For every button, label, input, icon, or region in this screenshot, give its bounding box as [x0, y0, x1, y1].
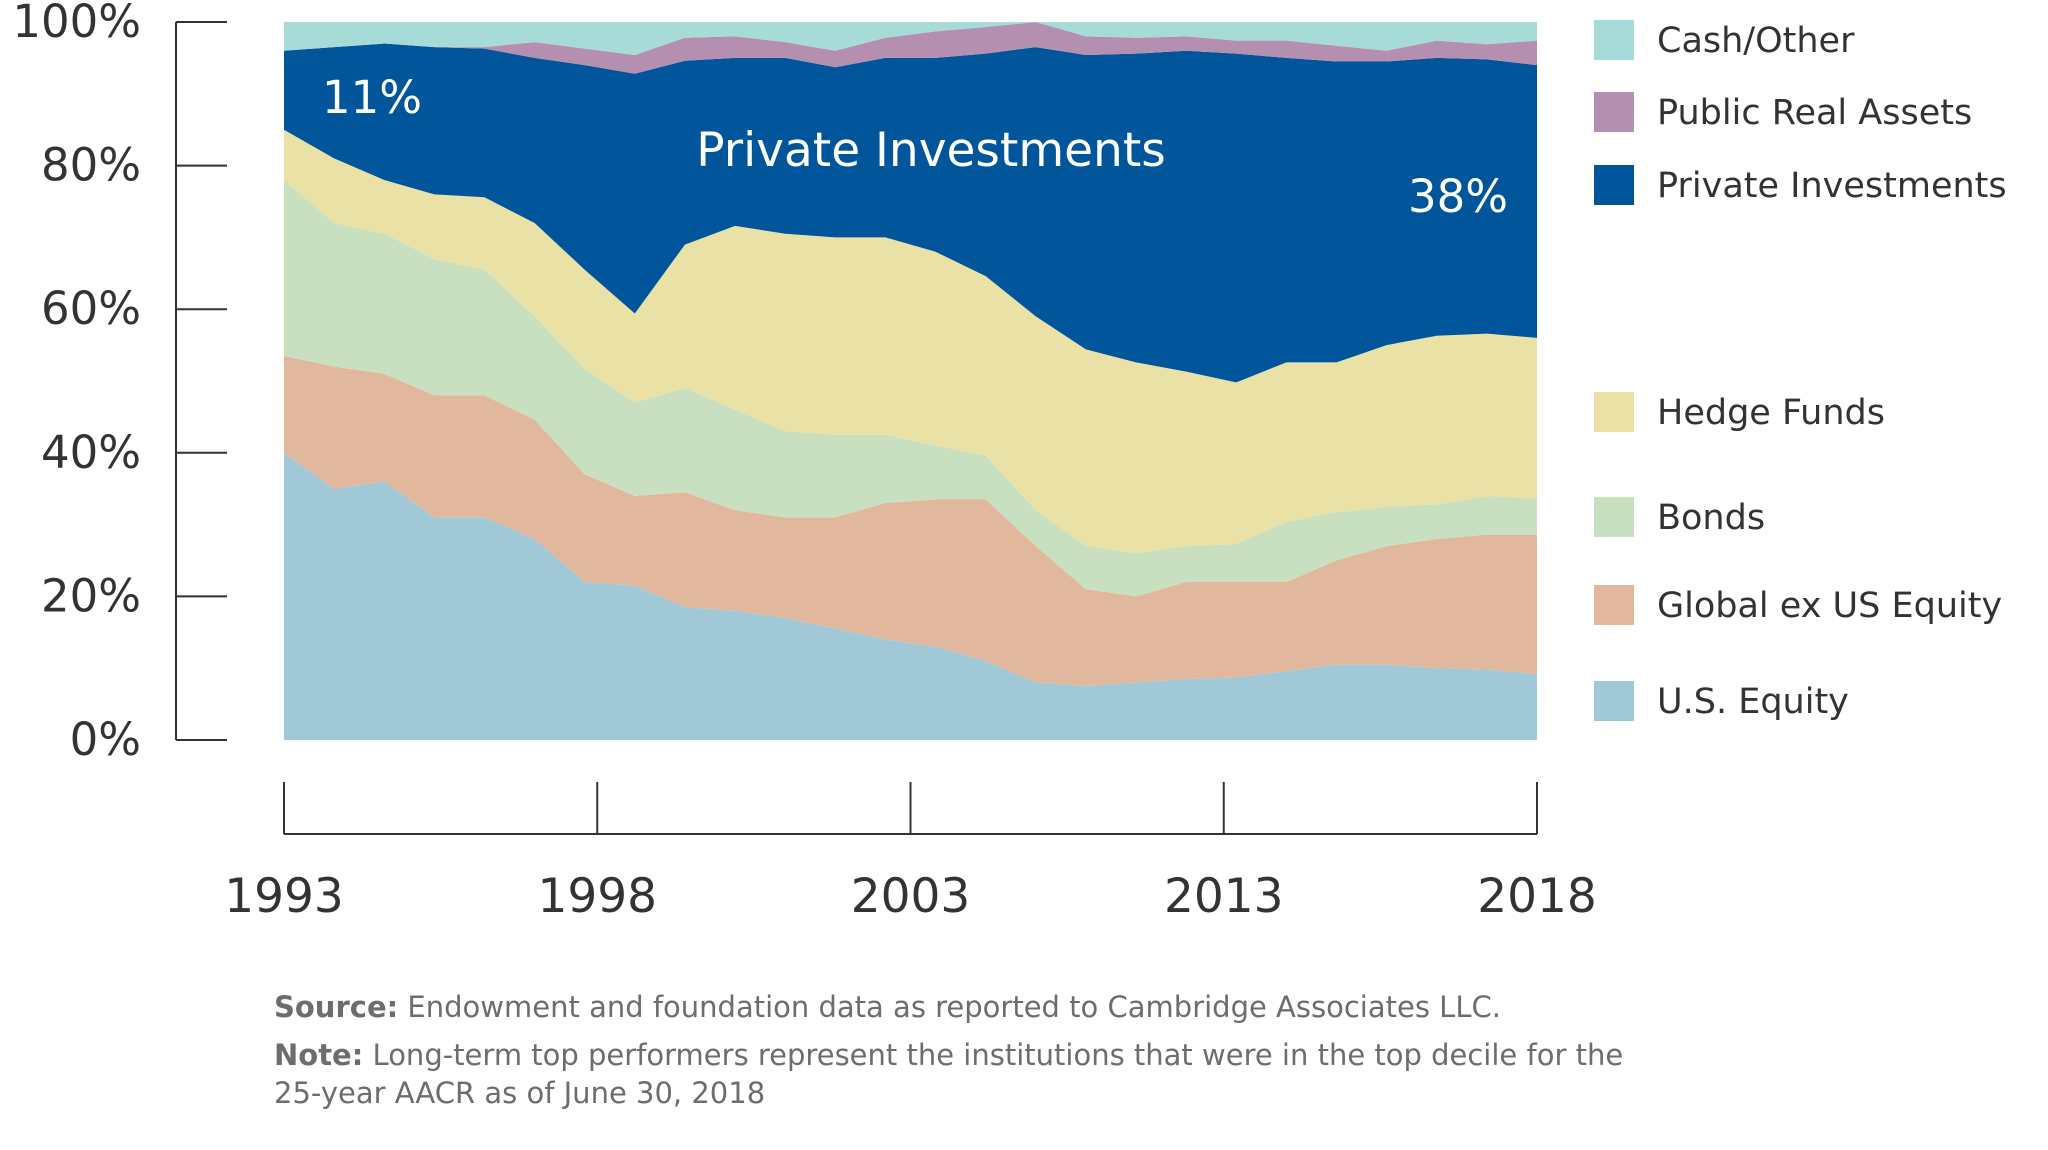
legend-swatch: [1594, 392, 1634, 432]
legend-swatch: [1594, 92, 1634, 132]
y-tick-label: 80%: [41, 139, 141, 192]
x-tick-label: 2003: [851, 869, 971, 924]
area-u-s-equity: [284, 452, 1537, 740]
legend-label: Global ex US Equity: [1657, 586, 2002, 626]
legend: Cash/Other Public Real Assets Private Inve…: [1594, 20, 2007, 722]
legend-swatch: [1594, 681, 1634, 721]
legend-swatch: [1594, 20, 1634, 60]
legend-swatch: [1594, 165, 1634, 205]
y-tick-label: 100%: [12, 0, 141, 48]
area-hedge-funds: [284, 129, 1537, 554]
legend-label: Bonds: [1657, 498, 1765, 538]
note-line-1: Note: Long-term top performers represent…: [274, 1038, 1623, 1072]
y-tick-label: 20%: [41, 569, 141, 622]
x-tick-label: 2018: [1477, 869, 1597, 924]
y-tick-label: 0%: [70, 713, 141, 766]
plot-areas: [284, 22, 1537, 740]
note-label: Note:: [274, 1038, 363, 1072]
source-note: Source: Endowment and foundation data as…: [274, 990, 1501, 1024]
legend-item-bonds: Bonds: [1594, 497, 1765, 538]
note-text: Long-term top performers represent the i…: [363, 1038, 1623, 1072]
legend-item-hedge-funds: Hedge Funds: [1594, 392, 1885, 433]
legend-label: Hedge Funds: [1657, 393, 1885, 433]
x-tick-label: 1998: [537, 869, 657, 924]
annotation-start-value: 11%: [322, 71, 422, 124]
source-label: Source:: [274, 990, 398, 1024]
legend-label: Cash/Other: [1657, 21, 1855, 61]
legend-item-cash-other: Cash/Other: [1594, 20, 1855, 61]
area-cash-other: [284, 22, 1537, 56]
annotation-private-investments: Private Investments: [696, 123, 1166, 178]
legend-label: U.S. Equity: [1657, 682, 1849, 722]
legend-label: Public Real Assets: [1657, 93, 1972, 133]
area-public-real-assets: [284, 22, 1537, 74]
y-tick-label: 40%: [41, 426, 141, 479]
legend-item-private-investments: Private Investments: [1594, 165, 2007, 206]
x-axis: 1993 1998 2003 2013 2018: [224, 782, 1597, 924]
x-tick-label: 2013: [1164, 869, 1284, 924]
legend-item-public-real-assets: Public Real Assets: [1594, 92, 1972, 133]
legend-item-global-ex-us-equity: Global ex US Equity: [1594, 585, 2002, 626]
x-tick-label: 1993: [224, 869, 344, 924]
area-private-investments: [284, 43, 1537, 383]
legend-item-u-s-equity: U.S. Equity: [1594, 681, 1849, 722]
source-text: Endowment and foundation data as reporte…: [398, 990, 1501, 1024]
legend-swatch: [1594, 585, 1634, 625]
legend-swatch: [1594, 497, 1634, 537]
legend-label: Private Investments: [1657, 166, 2007, 206]
area-bonds: [284, 179, 1537, 597]
y-axis: 0% 20% 40% 60% 80% 100%: [12, 0, 227, 766]
area-global-ex-us-equity: [284, 355, 1537, 687]
note-line-2: 25-year AACR as of June 30, 2018: [274, 1076, 765, 1110]
y-tick-label: 60%: [41, 282, 141, 335]
annotation-end-value: 38%: [1408, 170, 1508, 223]
